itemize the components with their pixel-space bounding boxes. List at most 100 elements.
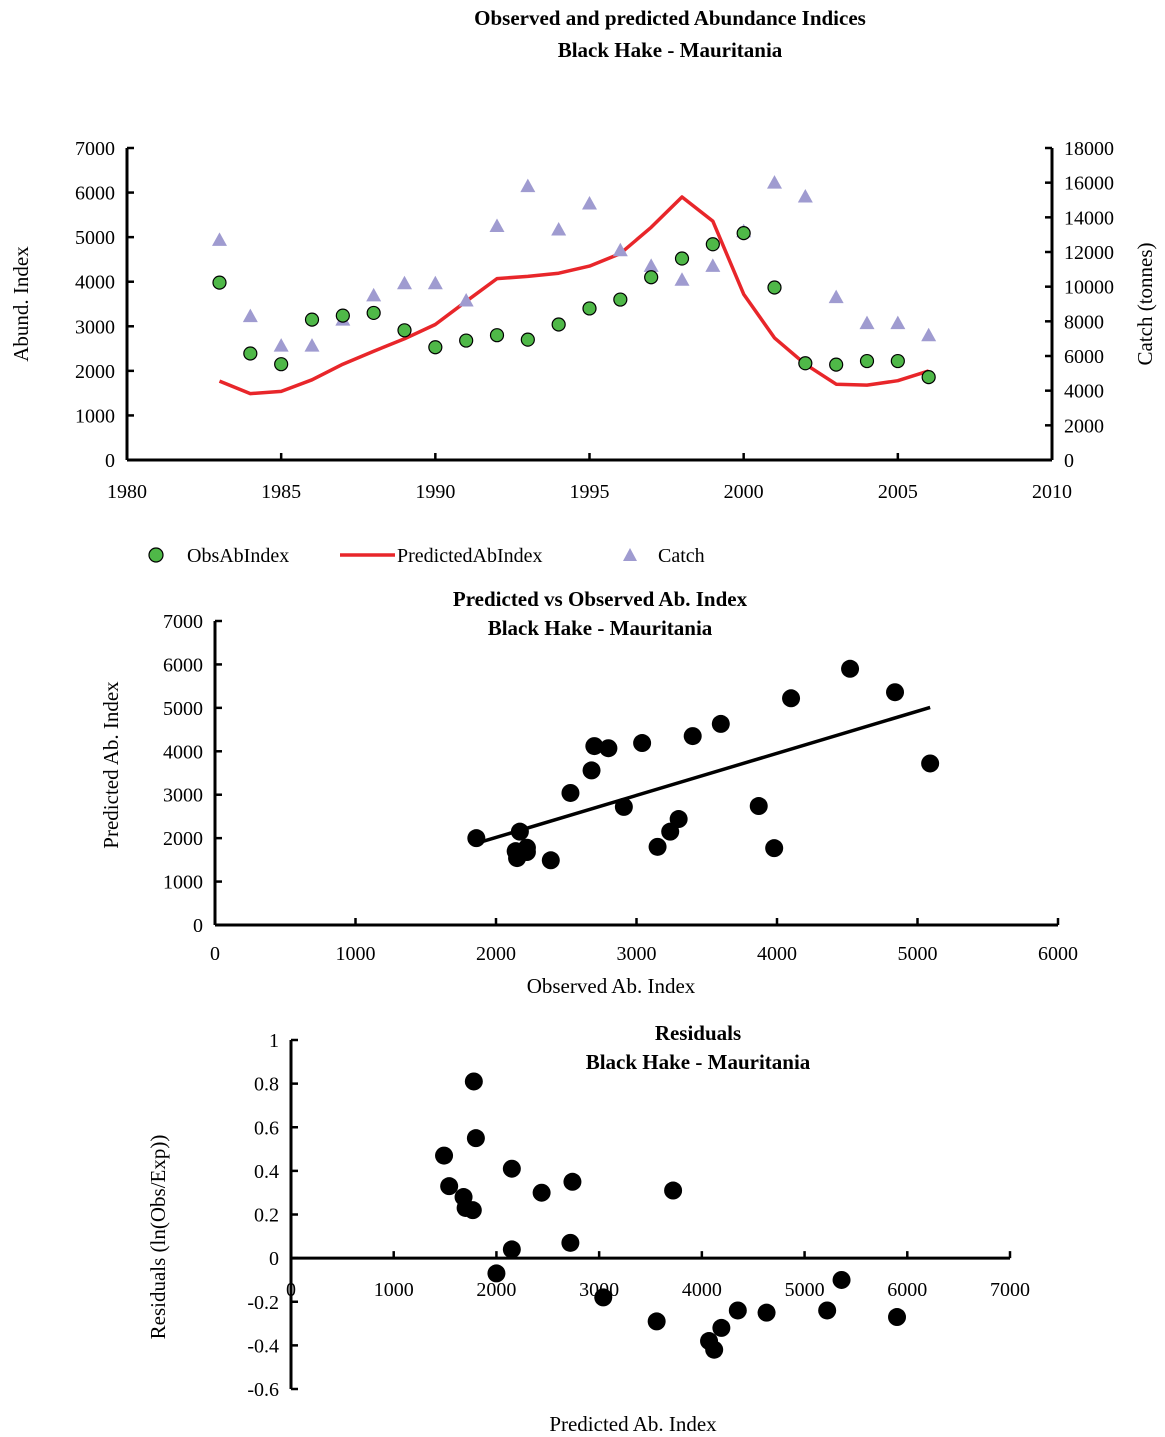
chart2-y-tick-labels: 0 1000 2000 3000 4000 5000 6000 7000 — [163, 611, 203, 937]
chart3-point — [647, 1312, 666, 1331]
chart2-point — [614, 797, 633, 816]
chart3-y-tick-label: 0.2 — [254, 1205, 279, 1227]
catch-point — [304, 338, 320, 352]
chart3-point — [487, 1264, 506, 1283]
chart3-x-axis-label: Predicted Ab. Index — [549, 1412, 717, 1436]
chart1-y-tick-labels: 0 1000 2000 3000 4000 5000 6000 7000 — [75, 138, 115, 472]
chart3-point — [435, 1146, 454, 1165]
catch-point — [397, 275, 412, 290]
chart3-y-tick-label: 0 — [269, 1248, 279, 1270]
obs-abindex-point — [459, 333, 474, 348]
chart1-y-tick-label: 5000 — [75, 227, 115, 249]
catch-point — [273, 338, 289, 352]
obs-abindex-point — [489, 328, 505, 343]
predicted-abindex-line — [218, 195, 930, 396]
catch-point — [890, 315, 906, 330]
chart2-y-tick-label: 1000 — [163, 872, 203, 894]
chart1-x-tick-label: 2005 — [878, 481, 918, 503]
chart1-y-tick-label: 6000 — [75, 183, 115, 205]
chart2-y-tick-label: 0 — [193, 915, 203, 937]
chart2-x-tick-label: 1000 — [336, 943, 376, 965]
chart1-predicted-line-layer — [218, 195, 930, 396]
chart2-y-tick-label: 2000 — [163, 828, 203, 850]
chart3-point — [532, 1183, 551, 1202]
chart2-x-tick-label: 3000 — [617, 943, 657, 965]
chart1-y2-tick-label: 4000 — [1064, 381, 1104, 403]
chart3-point — [440, 1177, 459, 1196]
obs-abindex-point — [428, 340, 443, 355]
catch-point — [828, 289, 844, 304]
chart2-y-tick-label: 4000 — [163, 741, 203, 763]
catch-point — [643, 258, 659, 272]
chart2-point — [633, 734, 652, 753]
chart1-y-tick-label: 4000 — [75, 272, 115, 294]
chart3-y-tick-label: 0.8 — [254, 1074, 279, 1096]
chart1-axes — [125, 146, 1054, 462]
chart2-point — [711, 714, 730, 733]
chart3-x-tick-label: 4000 — [682, 1279, 722, 1301]
chart3-point — [561, 1233, 580, 1252]
obs-abindex-point — [520, 332, 535, 347]
chart2-point — [765, 839, 784, 858]
chart2-y-axis-label: Predicted Ab. Index — [99, 681, 123, 849]
legend-obs-marker — [148, 547, 164, 563]
catch-point — [427, 275, 443, 290]
predicted-vs-observed-chart: Predicted vs Observed Ab. Index Black Ha… — [99, 587, 1078, 998]
chart1-y-axis-label: Abund. Index — [9, 246, 33, 362]
catch-point — [366, 287, 382, 302]
chart2-points-layer — [467, 659, 940, 870]
chart3-points-layer — [435, 1072, 907, 1359]
obs-abindex-point — [644, 270, 659, 285]
obs-abindex-point — [366, 305, 381, 321]
chart2-x-tick-label: 2000 — [476, 943, 516, 965]
chart1-title: Observed and predicted Abundance Indices — [474, 6, 866, 30]
obs-abindex-point — [767, 280, 782, 295]
legend-catch-marker — [623, 548, 637, 561]
chart3-axes — [289, 1038, 1012, 1391]
obs-abindex-point — [736, 226, 751, 241]
chart2-y-tick-label: 5000 — [163, 698, 203, 720]
chart3-y-tick-labels: -0.6 -0.4 -0.2 0 0.2 0.4 0.6 0.8 1 — [247, 1030, 279, 1401]
chart3-point — [463, 1201, 482, 1220]
obs-abindex-point — [921, 369, 936, 385]
obs-abindex-point — [212, 275, 227, 290]
chart1-legend: ObsAbIndex PredictedAbIndex Catch — [148, 545, 705, 567]
chart2-point — [467, 829, 486, 848]
chart1-y2-tick-label: 2000 — [1064, 415, 1104, 437]
chart2-y-tick-label: 6000 — [163, 654, 203, 676]
chart1-y2-tick-label: 8000 — [1064, 311, 1104, 333]
chart3-x-tick-label: 0 — [286, 1279, 296, 1301]
chart2-title: Predicted vs Observed Ab. Index — [453, 587, 748, 611]
chart3-point — [502, 1159, 521, 1178]
chart2-trendline — [475, 705, 931, 846]
chart3-title: Residuals — [655, 1021, 741, 1045]
chart1-x-tick-labels: 1980 1985 1990 1995 2000 2005 2010 — [107, 481, 1072, 503]
chart3-x-tick-label: 1000 — [374, 1279, 414, 1301]
chart2-x-tick-label: 0 — [210, 943, 220, 965]
obs-abindex-point — [705, 237, 720, 252]
chart3-y-tick-label: 1 — [269, 1030, 279, 1052]
chart3-subtitle: Black Hake - Mauritania — [586, 1050, 811, 1074]
chart3-point — [712, 1318, 731, 1337]
obs-abindex-point — [829, 357, 844, 372]
chart3-y-axis-label: Residuals (ln(Obs/Exp)) — [146, 1135, 170, 1340]
catch-point — [582, 195, 597, 210]
catch-point — [674, 272, 690, 286]
chart2-y-tick-label: 3000 — [163, 785, 203, 807]
obs-abindex-point — [335, 308, 350, 323]
chart1-x-tick-label: 2010 — [1032, 481, 1072, 503]
chart3-x-tick-label: 2000 — [476, 1279, 516, 1301]
chart2-point — [541, 851, 560, 870]
chart1-y-tick-label: 7000 — [75, 138, 115, 160]
chart3-x-tick-label: 5000 — [785, 1279, 825, 1301]
residuals-chart: Residuals Black Hake - Mauritania Residu… — [146, 1021, 1030, 1436]
chart1-y2-tick-label: 10000 — [1064, 277, 1114, 299]
chart2-point — [921, 754, 940, 773]
chart1-y2-tick-labels: 0 2000 4000 6000 8000 10000 12000 14000 16000 180… — [1064, 138, 1114, 472]
chart3-point — [464, 1072, 483, 1091]
catch-point — [551, 221, 567, 236]
chart2-point — [561, 783, 580, 802]
catch-point — [458, 293, 474, 307]
legend-obs-label: ObsAbIndex — [187, 545, 289, 567]
